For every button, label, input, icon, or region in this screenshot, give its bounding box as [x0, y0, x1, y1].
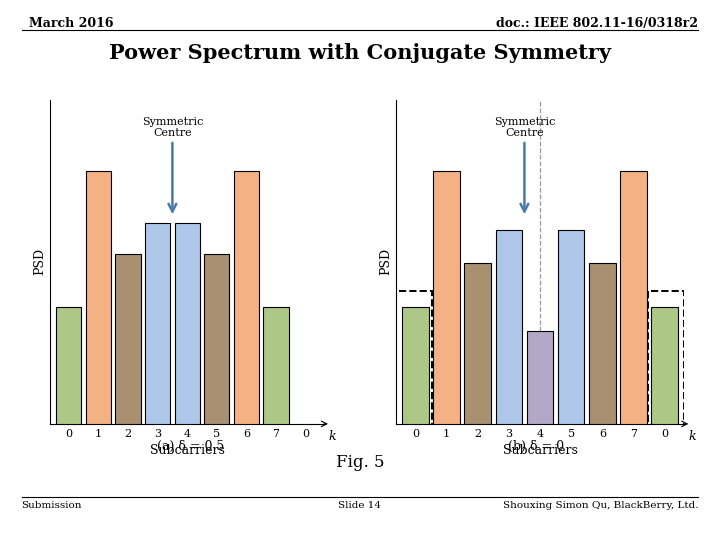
Bar: [620, 171, 647, 424]
Bar: [527, 332, 553, 424]
Text: doc.: IEEE 802.11-16/0318r2: doc.: IEEE 802.11-16/0318r2: [496, 17, 698, 30]
X-axis label: Subcarriers: Subcarriers: [150, 444, 225, 457]
Text: Submission: Submission: [22, 501, 82, 510]
Text: Symmetric
Centre: Symmetric Centre: [494, 117, 555, 138]
Bar: [204, 254, 230, 424]
Bar: [264, 307, 289, 424]
Bar: [652, 307, 678, 424]
Y-axis label: PSD: PSD: [33, 248, 46, 275]
Bar: [433, 171, 460, 424]
Bar: [396, 291, 432, 426]
Text: k: k: [688, 430, 696, 443]
Text: Symmetric
Centre: Symmetric Centre: [142, 117, 203, 138]
Text: Shouxing Simon Qu, BlackBerry, Ltd.: Shouxing Simon Qu, BlackBerry, Ltd.: [503, 501, 698, 510]
Bar: [175, 224, 199, 424]
Text: k: k: [328, 430, 336, 443]
Y-axis label: PSD: PSD: [379, 248, 392, 275]
Text: Slide 14: Slide 14: [338, 501, 382, 510]
Text: March 2016: March 2016: [29, 17, 113, 30]
Bar: [495, 230, 522, 424]
Bar: [145, 224, 170, 424]
Bar: [234, 171, 259, 424]
Bar: [86, 171, 111, 424]
Bar: [649, 291, 684, 426]
Bar: [558, 230, 585, 424]
Bar: [56, 307, 81, 424]
Bar: [115, 254, 140, 424]
Text: (a) δ = 0.5: (a) δ = 0.5: [157, 440, 225, 453]
Bar: [402, 307, 428, 424]
Bar: [464, 264, 491, 424]
Text: (b) δ = 0: (b) δ = 0: [508, 440, 564, 453]
Text: Fig. 5: Fig. 5: [336, 454, 384, 471]
Text: Power Spectrum with Conjugate Symmetry: Power Spectrum with Conjugate Symmetry: [109, 43, 611, 63]
X-axis label: Subcarriers: Subcarriers: [503, 444, 577, 457]
Bar: [589, 264, 616, 424]
